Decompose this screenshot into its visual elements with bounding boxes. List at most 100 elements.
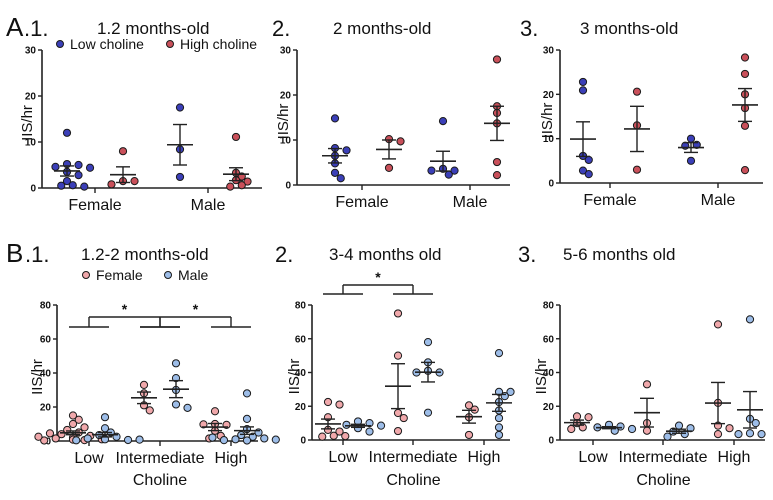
data-point — [740, 166, 750, 175]
data-point — [171, 359, 181, 368]
significance-star: * — [122, 301, 128, 317]
data-point — [713, 320, 723, 329]
data-point — [74, 160, 83, 170]
x-category-label: High — [718, 449, 751, 466]
y-tick-label: 80 — [543, 301, 555, 312]
data-point — [578, 86, 588, 95]
x-category-label: Female — [583, 192, 636, 209]
data-point — [51, 162, 60, 171]
significance-star: * — [193, 301, 199, 317]
legend-marker — [82, 271, 90, 279]
data-point — [171, 400, 181, 409]
data-point — [567, 424, 576, 434]
data-point — [740, 121, 750, 130]
data-point — [393, 408, 403, 418]
y-tick-label: 20 — [40, 403, 52, 414]
data-point — [584, 155, 593, 165]
y-tick-label: 0 — [30, 184, 36, 195]
panel-number-B2: 2. — [275, 242, 293, 267]
data-point — [231, 435, 240, 444]
data-point — [342, 146, 351, 155]
data-point — [72, 436, 81, 445]
x-category-label: Intermediate — [619, 449, 708, 466]
y-tick-label: 10 — [280, 136, 292, 147]
data-point — [330, 168, 340, 177]
data-point — [500, 392, 509, 401]
data-point — [74, 415, 83, 424]
x-category-label: Male — [191, 197, 226, 214]
y-tick-label: 0 — [548, 179, 554, 190]
data-point — [572, 412, 582, 421]
x-category-label: Low — [578, 449, 608, 466]
data-point — [242, 389, 252, 398]
data-point — [336, 174, 345, 183]
data-point — [237, 181, 246, 190]
data-point — [130, 177, 139, 186]
y-tick-label: 60 — [295, 334, 307, 345]
y-tick-label: 0 — [45, 437, 51, 448]
y-tick-label: 40 — [543, 368, 555, 379]
data-point — [663, 432, 672, 441]
data-point — [330, 114, 340, 123]
data-point — [393, 426, 403, 436]
data-point — [734, 429, 743, 439]
data-point — [492, 171, 502, 180]
data-point — [123, 435, 133, 445]
data-point — [686, 156, 696, 165]
data-point — [85, 163, 95, 172]
y-tick-label: 10 — [25, 138, 37, 149]
data-point — [243, 177, 252, 186]
data-point — [393, 351, 403, 360]
data-point — [74, 171, 83, 180]
data-point — [34, 432, 43, 441]
x-category-label: High — [215, 450, 248, 467]
panel-label-A: A — [6, 12, 24, 42]
data-point — [62, 128, 72, 137]
data-point — [365, 427, 374, 436]
data-point — [80, 423, 89, 432]
data-point — [45, 429, 55, 438]
data-point — [740, 69, 750, 79]
data-point — [210, 407, 220, 416]
data-point — [341, 432, 350, 441]
x-category-label: Low — [74, 450, 104, 467]
data-point — [175, 103, 185, 112]
y-tick-label: 40 — [295, 368, 307, 379]
data-point — [335, 400, 344, 409]
data-point — [384, 163, 394, 172]
y-tick-label: 20 — [280, 91, 292, 102]
data-point — [226, 182, 235, 191]
data-point — [135, 435, 144, 444]
y-tick-label: 20 — [543, 402, 555, 413]
legend-label: High choline — [180, 36, 257, 52]
y-tick-label: 40 — [40, 369, 52, 380]
data-point — [329, 431, 338, 440]
data-point — [242, 436, 252, 445]
data-point — [494, 348, 504, 358]
data-point — [107, 180, 116, 189]
y-tick-label: 0 — [548, 436, 554, 447]
panel-a3: 0 10 20 30 IIS/hr Female Male — [539, 46, 763, 209]
y-tick-label: 30 — [280, 46, 292, 57]
data-point — [242, 414, 252, 423]
data-point — [713, 429, 723, 439]
y-tick-label: 60 — [40, 335, 52, 346]
data-point — [199, 420, 208, 429]
x-category-label: Male — [701, 192, 736, 209]
y-axis-title: IIS/hr — [275, 104, 292, 140]
y-tick-label: 80 — [40, 301, 52, 312]
y-tick-label: 30 — [543, 46, 555, 57]
data-point — [725, 424, 734, 433]
y-tick-label: 60 — [543, 334, 555, 345]
data-point — [423, 408, 433, 417]
panel-number-A2: 2. — [272, 16, 290, 41]
data-point — [464, 401, 474, 410]
data-point — [51, 434, 60, 443]
data-point — [740, 53, 750, 62]
data-point — [318, 432, 327, 441]
data-point — [139, 380, 149, 389]
data-point — [751, 419, 760, 428]
data-point — [376, 421, 386, 430]
data-point — [627, 424, 637, 434]
